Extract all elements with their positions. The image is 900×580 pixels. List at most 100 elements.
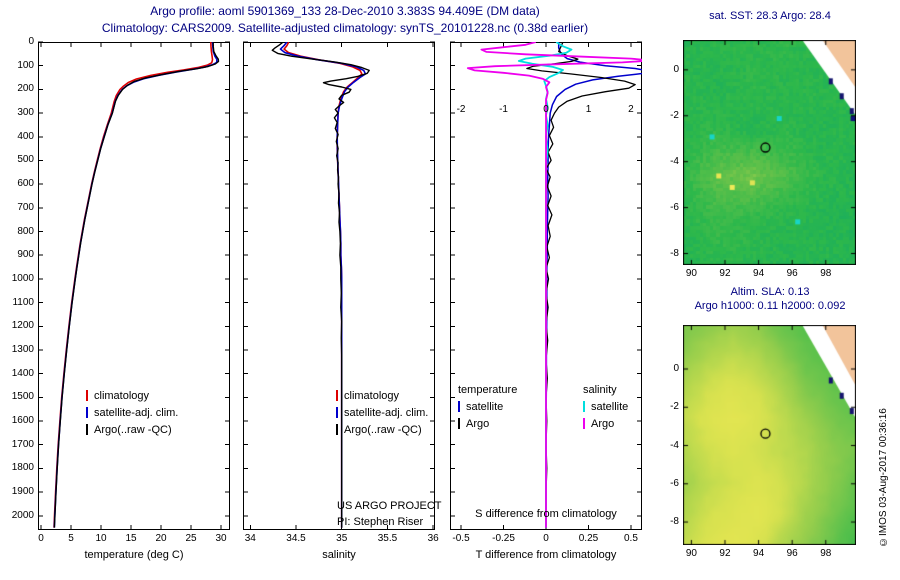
s-difference-inside-label: S difference from climatology <box>475 508 617 520</box>
tick-label: 700 <box>17 201 34 213</box>
tick-label: 0 <box>673 363 679 374</box>
tick-label: 96 <box>786 548 798 559</box>
tick-label: -6 <box>670 477 679 489</box>
tick-label: 1500 <box>11 391 34 403</box>
tick-label: 200 <box>17 83 34 95</box>
salinity-legend: climatology satellite-adj. clim. Argo(..… <box>336 388 428 439</box>
tick-label: 98 <box>820 548 832 559</box>
legend-label: satellite <box>466 401 504 413</box>
tick-label: 1600 <box>11 415 34 427</box>
tick-label: 1 <box>585 104 592 115</box>
legend-item: Argo <box>458 416 517 433</box>
tick-label: 94 <box>753 548 765 559</box>
project-note-line1: US ARGO PROJECT <box>337 500 442 512</box>
sla-map-title-line2: Argo h1000: 0.11 h2000: 0.092 <box>694 300 846 312</box>
climatology-line-marker <box>336 390 338 401</box>
legend-label: satellite <box>591 401 629 413</box>
tick-label: 92 <box>719 268 731 279</box>
satellite-salinity-line-marker <box>583 401 585 412</box>
legend-item: climatology <box>336 388 428 405</box>
tick-label: 94 <box>753 268 765 279</box>
tick-label: -0.25 <box>492 533 515 544</box>
tick-label: 1400 <box>11 367 34 379</box>
legend-label: climatology <box>94 390 150 402</box>
sla-map <box>683 325 856 545</box>
tick-label: -4 <box>670 439 679 451</box>
tick-label: 96 <box>786 268 798 279</box>
difference-legend-salinity: salinity satellite Argo <box>583 382 628 433</box>
salinity-axis-label: salinity <box>322 549 356 561</box>
tick-label: 2000 <box>11 509 34 521</box>
sla-map-title-line1: Altim. SLA: 0.13 <box>730 286 810 298</box>
tick-label: 0.5 <box>624 533 638 544</box>
tick-label: 1700 <box>11 438 34 450</box>
tick-label: 1200 <box>11 320 34 332</box>
tick-label: 35 <box>336 533 348 544</box>
tick-label: -6 <box>670 201 679 213</box>
tick-label: 900 <box>17 249 34 261</box>
tick-label: -8 <box>670 516 679 528</box>
tick-label: 0 <box>38 533 44 544</box>
tick-label: 800 <box>17 225 34 237</box>
t-difference-axis-label: T difference from climatology <box>475 549 617 561</box>
tick-label: 36 <box>427 533 439 544</box>
legend-label: satellite-adj. clim. <box>94 407 179 419</box>
legend-label: Argo <box>591 418 615 430</box>
satellite-line-marker <box>86 407 88 418</box>
tick-label: 0.25 <box>578 533 599 544</box>
temperature-axis-label: temperature (deg C) <box>84 549 184 561</box>
legend-label: climatology <box>344 390 400 402</box>
tick-label: 1900 <box>11 486 34 498</box>
legend-item: Argo(..raw -QC) <box>86 422 178 439</box>
tick-label: 98 <box>820 268 832 279</box>
tick-label: -1 <box>499 104 508 115</box>
tick-label: 90 <box>685 548 697 559</box>
tick-label: 0 <box>543 104 549 115</box>
climatology-line-marker <box>86 390 88 401</box>
tick-label: 0 <box>673 63 679 75</box>
tick-label: 1800 <box>11 462 34 474</box>
tick-label: 0 <box>28 36 34 47</box>
argo-line-marker <box>86 424 88 435</box>
figure-title: Argo profile: aoml 5901369_133 28-Dec-20… <box>150 4 540 18</box>
tick-label: 1100 <box>12 296 34 308</box>
legend-item: climatology <box>86 388 178 405</box>
tick-label: 1300 <box>11 343 34 355</box>
tick-label: 2 <box>628 104 634 115</box>
tick-label: -4 <box>670 155 679 167</box>
tick-label: 15 <box>125 533 137 544</box>
imos-watermark: ©IMOS 03-Aug-2017 00:36:16 <box>878 408 889 547</box>
tick-label: 10 <box>95 533 107 544</box>
satellite-line-marker <box>458 401 460 412</box>
legend-label: Argo(..raw -QC) <box>94 424 172 436</box>
tick-label: -2 <box>670 109 679 121</box>
legend-label: Argo(..raw -QC) <box>344 424 422 436</box>
tick-label: 1000 <box>11 272 34 284</box>
argo-salinity-line-marker <box>583 418 585 429</box>
legend-label: Argo <box>466 418 490 430</box>
legend-item: Argo(..raw -QC) <box>336 422 428 439</box>
tick-label: -2 <box>670 401 679 413</box>
legend-label: satellite-adj. clim. <box>344 407 429 419</box>
tick-label: 100 <box>17 59 34 71</box>
legend-item: satellite <box>458 399 517 416</box>
tick-label: -0.5 <box>452 533 470 544</box>
satellite-line-marker <box>336 407 338 418</box>
tick-label: 25 <box>185 533 197 544</box>
legend-header: salinity <box>583 384 617 396</box>
sst-map <box>683 40 856 265</box>
tick-label: 90 <box>685 268 697 279</box>
tick-label: 30 <box>215 533 227 544</box>
tick-label: 600 <box>17 178 34 190</box>
argo-line-marker <box>336 424 338 435</box>
tick-label: 34.5 <box>286 533 306 544</box>
tick-label: 34 <box>244 533 256 544</box>
argo-line-marker <box>458 418 460 429</box>
figure-subtitle: Climatology: CARS2009. Satellite-adjuste… <box>101 21 589 35</box>
difference-legend-temperature: temperature satellite Argo <box>458 382 517 433</box>
tick-label: -2 <box>456 104 466 115</box>
sst-map-title: sat. SST: 28.3 Argo: 28.4 <box>709 10 831 22</box>
legend-item: satellite-adj. clim. <box>86 405 178 422</box>
